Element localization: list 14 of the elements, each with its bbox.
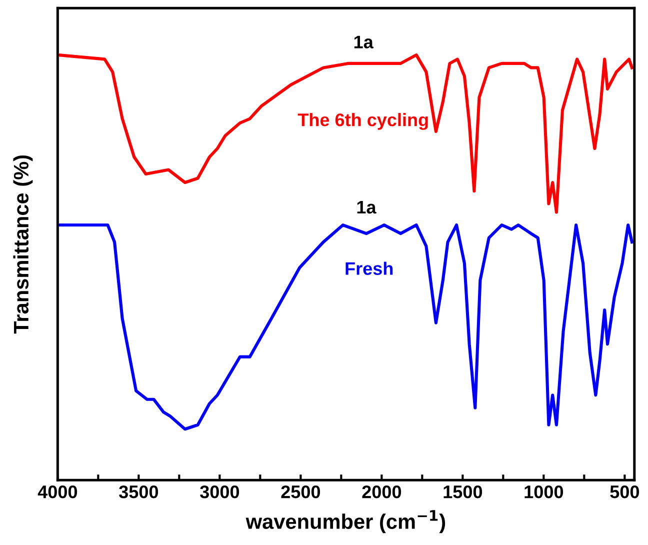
x-tick-label: 1000 (524, 485, 564, 498)
annotation: 1a (357, 201, 376, 214)
x-tick-label: 3500 (119, 485, 158, 498)
x-tick-label: 3000 (200, 485, 240, 498)
x-axis-title: wavenumber (cm$^{−1}$) (246, 510, 446, 534)
text: 1a (354, 36, 374, 48)
y-axis-title: Transmittance (%) (13, 155, 33, 334)
x-tick-label: 500 (610, 485, 639, 498)
x-tick-label: 2500 (281, 485, 320, 498)
series-label: Fresh (346, 262, 393, 275)
x-tick-label: 2000 (362, 485, 402, 498)
series-label: The 6th cycling (298, 112, 428, 130)
x-tick-label: 1500 (444, 485, 482, 498)
x-tick-label: 4000 (38, 485, 78, 498)
